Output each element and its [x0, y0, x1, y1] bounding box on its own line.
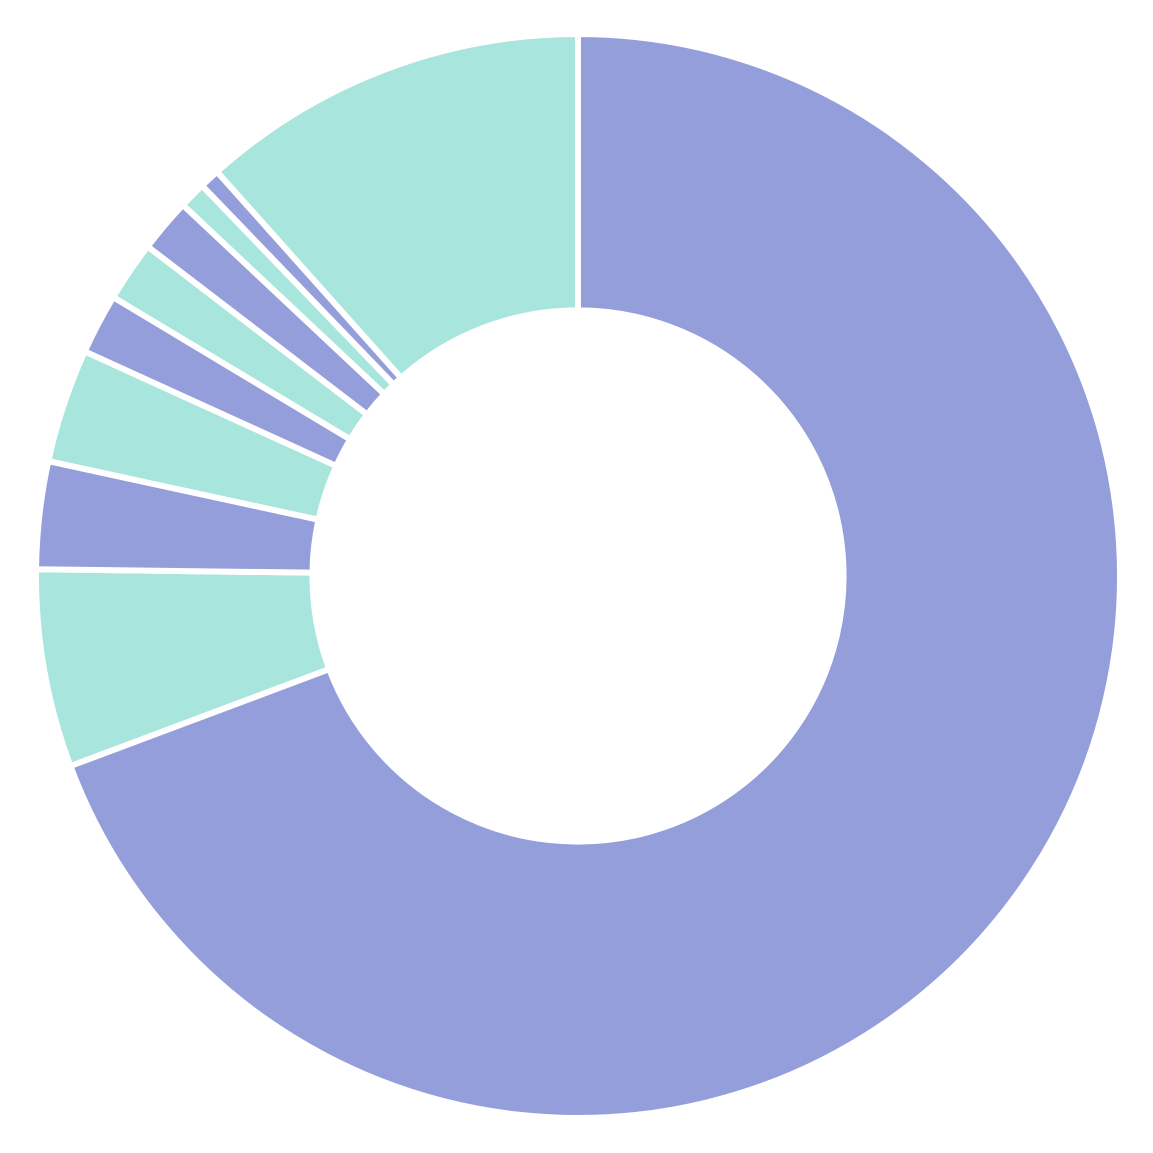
donut-slice-10 [214, 31, 581, 381]
donut-slice-1 [67, 31, 1123, 1121]
slice-group [33, 31, 1123, 1121]
